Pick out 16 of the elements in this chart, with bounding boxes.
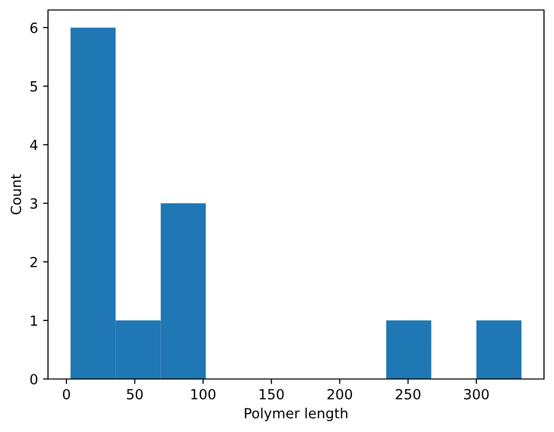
x-tick-label: 300 <box>464 388 489 400</box>
y-tick-label: 5 <box>30 81 38 92</box>
y-tick-label: 1 <box>30 316 37 326</box>
y-tick-label: 6 <box>30 22 38 34</box>
y-tick-label: 2 <box>30 256 37 268</box>
y-tick-label: 4 <box>30 140 38 150</box>
x-tick-label: 50 <box>127 388 143 400</box>
x-tick-label: 150 <box>260 388 284 400</box>
y-tick-label: 0 <box>30 374 38 384</box>
x-tick-label: 200 <box>327 388 352 400</box>
x-tick-label: 100 <box>191 388 216 400</box>
x-axis-title: Polymer length <box>244 408 348 422</box>
y-axis-title: Count <box>10 174 22 214</box>
y-tick-label: 3 <box>30 198 38 209</box>
x-tick-label: 0 <box>62 388 70 400</box>
x-tick-label: 250 <box>396 388 420 400</box>
